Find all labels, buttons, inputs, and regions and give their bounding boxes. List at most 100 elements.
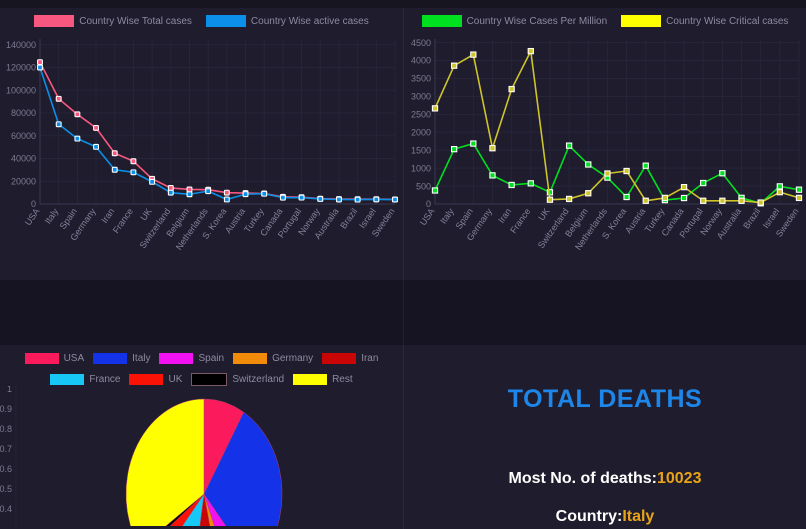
most-deaths-line: Most No. of deaths:10023	[509, 470, 702, 488]
svg-text:0.6: 0.6	[0, 464, 12, 474]
legend-swatch-icon	[34, 15, 75, 27]
legend-label: Country Wise Total cases	[79, 15, 192, 27]
svg-text:4500: 4500	[411, 38, 431, 48]
most-deaths-label: Most No. of deaths:	[508, 470, 657, 487]
legend-per-million-critical: Country Wise Cases Per Million Country Wi…	[404, 8, 806, 27]
legend-swatch-icon	[50, 374, 85, 385]
chart-deaths-pie: 1 0.9 0.8 0.7 0.6 0.5 0.4	[0, 386, 403, 526]
legend-item[interactable]: Rest	[293, 374, 353, 385]
svg-text:USA: USA	[23, 206, 42, 227]
legend-item[interactable]: Switzerland	[191, 373, 284, 386]
svg-text:Iran: Iran	[99, 206, 116, 224]
svg-text:3500: 3500	[411, 74, 431, 84]
svg-text:20000: 20000	[11, 176, 36, 186]
svg-text:40000: 40000	[11, 154, 36, 164]
svg-text:1000: 1000	[411, 163, 431, 173]
legend-total-active: Country Wise Total cases Country Wise act…	[0, 8, 403, 27]
legend-label: UK	[168, 374, 183, 385]
legend-item[interactable]: France	[50, 374, 120, 385]
legend-item[interactable]: Country Wise Cases Per Million	[421, 15, 608, 27]
legend-item[interactable]: Italy	[93, 353, 150, 364]
pie-slice[interactable]	[203, 493, 233, 526]
legend-swatch-icon	[621, 15, 662, 27]
svg-text:1500: 1500	[411, 145, 431, 155]
legend-item[interactable]: Country Wise Total cases	[34, 15, 192, 27]
panel-deaths-pie: USA Italy Spain Germany Iran France UK Switzerl…	[0, 345, 403, 529]
legend-item[interactable]: USA	[24, 353, 85, 364]
svg-text:500: 500	[416, 181, 431, 191]
svg-text:0.5: 0.5	[0, 484, 12, 494]
legend-swatch-icon	[24, 353, 59, 364]
svg-text:France: France	[111, 206, 135, 235]
legend-label: Switzerland	[232, 374, 285, 385]
legend-swatch-icon	[233, 353, 268, 364]
legend-label: USA	[63, 353, 85, 364]
svg-text:1: 1	[7, 386, 12, 394]
legend-swatch-icon	[159, 353, 194, 364]
legend-swatch-icon	[93, 353, 128, 364]
legend-item[interactable]: Spain	[159, 353, 224, 364]
svg-text:Brazil: Brazil	[741, 206, 762, 230]
line-chart-total-active-svg: 0 20000 40000 60000 80000 100000 120000 140000 U…	[6, 39, 398, 252]
svg-text:Iran: Iran	[496, 206, 513, 224]
legend-swatch-icon	[205, 15, 246, 27]
pie-slice[interactable]	[192, 493, 221, 526]
vertical-divider	[403, 280, 404, 345]
svg-text:Brazil: Brazil	[338, 206, 359, 230]
chart-total-active-cases: 0 20000 40000 60000 80000 100000 120000 140000 U…	[0, 27, 403, 272]
legend-swatch-icon	[421, 15, 462, 27]
svg-text:UK: UK	[536, 206, 551, 222]
svg-text:France: France	[508, 206, 532, 235]
legend-item[interactable]: Iran	[322, 353, 378, 364]
svg-text:140000: 140000	[6, 40, 36, 50]
legend-label: Germany	[272, 353, 314, 364]
legend-swatch-icon	[293, 374, 328, 385]
svg-text:4000: 4000	[411, 56, 431, 66]
panel-per-million-critical: Country Wise Cases Per Million Country Wi…	[403, 8, 806, 280]
chart-per-million-critical: 0 500 1000 1500 2000 2500 3000 3500 4000 4500 USA I…	[404, 27, 806, 272]
svg-text:0: 0	[426, 199, 431, 209]
svg-text:2500: 2500	[411, 110, 431, 120]
legend-item[interactable]: Germany	[233, 353, 313, 364]
line-chart-per-million-svg: 0 500 1000 1500 2000 2500 3000 3500 4000 4500 USA I…	[411, 38, 803, 252]
legend-label: Rest	[332, 374, 353, 385]
middle-gap-band	[0, 280, 806, 345]
legend-label: Country Wise Critical cases	[666, 15, 789, 27]
pie-chart-deaths-svg: 1 0.9 0.8 0.7 0.6 0.5 0.4	[0, 386, 283, 526]
panel-total-active-cases: Country Wise Total cases Country Wise act…	[0, 8, 403, 280]
top-strip	[0, 0, 806, 8]
svg-text:0: 0	[31, 199, 36, 209]
legend-item[interactable]: Country Wise active cases	[205, 15, 369, 27]
panel-total-deaths-info: TOTAL DEATHS Most No. of deaths:10023 Co…	[403, 345, 806, 529]
svg-text:UK: UK	[138, 206, 153, 222]
legend-swatch-icon	[322, 353, 357, 364]
svg-text:0.7: 0.7	[0, 444, 12, 454]
pie-slice[interactable]	[125, 398, 205, 526]
most-deaths-value: 10023	[656, 470, 702, 487]
legend-label: France	[89, 374, 121, 385]
svg-text:100000: 100000	[6, 85, 36, 95]
svg-text:0.9: 0.9	[0, 404, 12, 414]
svg-text:80000: 80000	[11, 108, 36, 118]
legend-item[interactable]: UK	[129, 374, 182, 385]
legend-deaths-pie: USA Italy Spain Germany Iran France UK Switzerl…	[0, 345, 403, 386]
svg-text:Italy: Italy	[43, 206, 61, 226]
svg-text:0.8: 0.8	[0, 424, 12, 434]
pie-slice[interactable]	[203, 493, 254, 526]
legend-swatch-icon	[129, 374, 164, 385]
legend-swatch-icon	[191, 373, 228, 386]
pie-slice[interactable]	[203, 411, 283, 526]
svg-text:Austria: Austria	[623, 206, 647, 235]
legend-label: Country Wise Cases Per Million	[466, 15, 608, 27]
country-label: Country:	[555, 508, 623, 525]
country-value: Italy	[622, 508, 655, 525]
legend-label: Iran	[361, 353, 379, 364]
svg-text:0.4: 0.4	[0, 504, 12, 514]
legend-item[interactable]: Country Wise Critical cases	[621, 15, 788, 27]
svg-text:2000: 2000	[411, 127, 431, 137]
svg-text:USA: USA	[418, 206, 437, 227]
svg-text:60000: 60000	[11, 131, 36, 141]
svg-text:3000: 3000	[411, 92, 431, 102]
svg-text:120000: 120000	[6, 63, 36, 73]
